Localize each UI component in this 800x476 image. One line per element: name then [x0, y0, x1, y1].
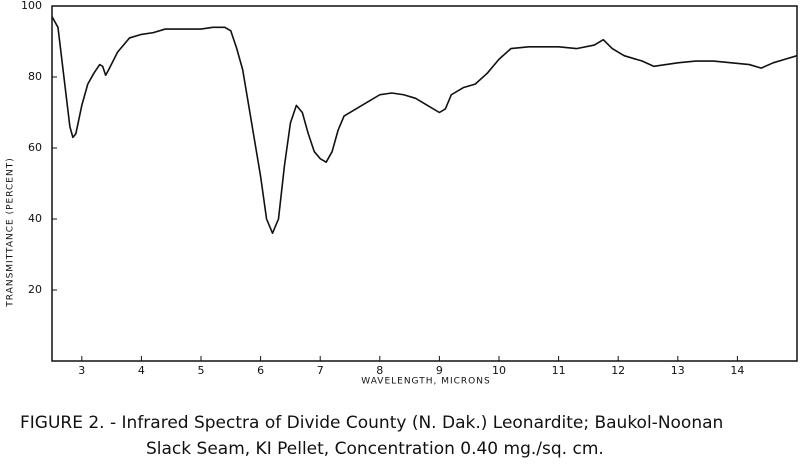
caption-line: FIGURE 2. - Infrared Spectra of Divide C…: [20, 413, 723, 433]
spectrum-line: [51, 16, 798, 234]
x-tick-label: 8: [376, 364, 383, 377]
x-tick-label: 7: [317, 364, 324, 377]
x-tick-label: 5: [198, 364, 205, 377]
x-tick-label: 12: [611, 364, 625, 377]
x-tick-label: 13: [671, 364, 685, 377]
y-tick-label: 60: [28, 141, 42, 154]
y-tick-label: 80: [28, 70, 42, 83]
y-tick-label: 40: [28, 212, 42, 225]
x-tick-label: 9: [436, 364, 443, 377]
x-tick-label: 3: [78, 364, 85, 377]
x-tick-label: 4: [138, 364, 145, 377]
x-tick-label: 10: [492, 364, 506, 377]
y-axis-label: TRANSMITTANCE (PERCENT): [6, 157, 16, 307]
caption-line: Slack Seam, KI Pellet, Concentration 0.4…: [146, 439, 604, 459]
x-tick-label: 6: [257, 364, 264, 377]
y-tick-label: 100: [21, 0, 42, 12]
x-tick-label: 14: [730, 364, 744, 377]
x-axis-label: WAVELENGTH, MICRONS: [361, 377, 490, 387]
x-tick-label: 11: [552, 364, 566, 377]
y-tick-label: 20: [28, 283, 42, 296]
plot-frame: [51, 5, 798, 362]
